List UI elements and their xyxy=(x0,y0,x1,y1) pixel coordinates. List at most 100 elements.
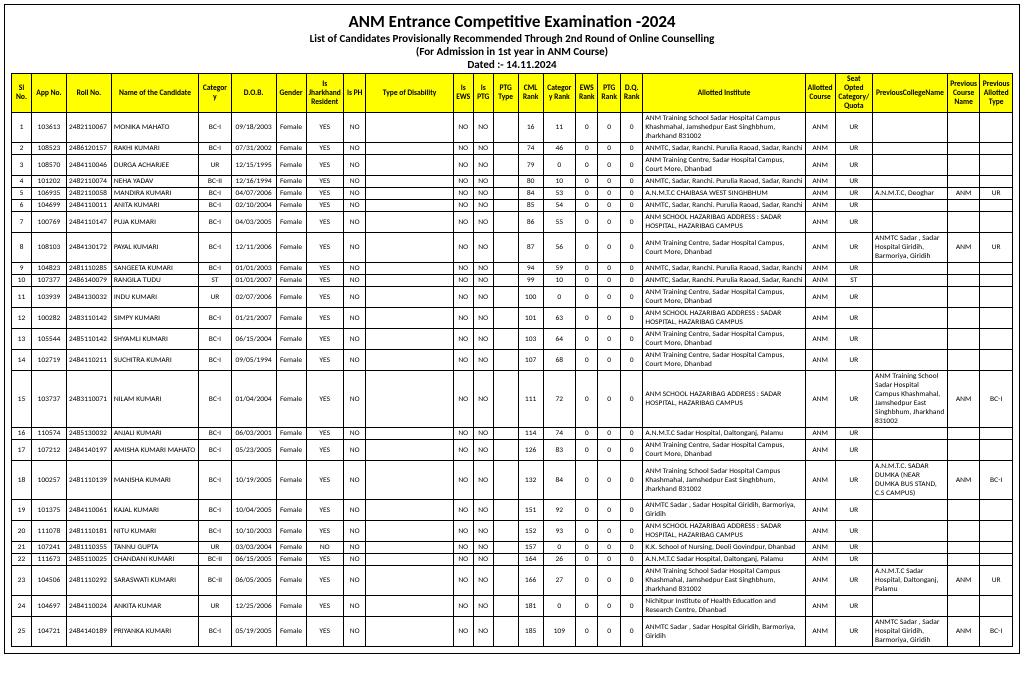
table-cell: ANM xyxy=(805,461,835,500)
table-cell xyxy=(493,113,518,143)
table-cell: 0 xyxy=(576,188,598,200)
table-cell: 2484110061 xyxy=(66,500,111,521)
table-cell: ANM xyxy=(805,212,835,233)
table-cell: 103939 xyxy=(31,287,66,308)
table-cell: NO xyxy=(453,500,473,521)
table-cell: 0 xyxy=(620,371,642,428)
table-cell: UR xyxy=(835,200,872,212)
table-cell: NO xyxy=(343,143,365,155)
table-header-cell: Is PTG xyxy=(473,74,493,113)
table-header-cell: Gender xyxy=(276,74,306,113)
table-cell xyxy=(873,350,948,371)
table-cell: A.N.M.T.C, Deoghar xyxy=(873,188,948,200)
table-cell: 152 xyxy=(518,521,543,542)
table-cell: 17 xyxy=(12,440,32,461)
table-cell: NO xyxy=(453,155,473,176)
table-cell: 0 xyxy=(598,461,620,500)
table-cell: 0 xyxy=(598,554,620,566)
table-cell: BC-I xyxy=(199,350,231,371)
table-row: 241046972484110024ANKITA KUMARUR12/25/20… xyxy=(12,596,1013,617)
table-cell: 05/19/2005 xyxy=(231,617,276,647)
table-cell xyxy=(366,440,453,461)
table-cell: TANNU GUPTA xyxy=(111,542,198,554)
table-cell: NO xyxy=(453,176,473,188)
table-cell: 11 xyxy=(12,287,32,308)
table-cell: 2481110292 xyxy=(66,566,111,596)
table-cell: 23 xyxy=(12,566,32,596)
table-header-cell: Is EWS xyxy=(453,74,473,113)
table-cell: INDU KUMARI xyxy=(111,287,198,308)
table-cell: 2484130172 xyxy=(66,233,111,263)
table-cell: 0 xyxy=(576,554,598,566)
page-title: ANM Entrance Competitive Examination -20… xyxy=(11,11,1013,32)
table-cell: 0 xyxy=(598,308,620,329)
table-cell: NO xyxy=(343,200,365,212)
table-row: 171072122484140197AMISHA KUMARI MAHATOBC… xyxy=(12,440,1013,461)
table-cell xyxy=(493,263,518,275)
table-cell: NO xyxy=(473,113,493,143)
table-cell: NO xyxy=(343,263,365,275)
table-cell: 01/04/2004 xyxy=(231,371,276,428)
table-cell: 99 xyxy=(518,275,543,287)
table-cell xyxy=(873,308,948,329)
table-cell: 04/07/2006 xyxy=(231,188,276,200)
table-cell: 108103 xyxy=(31,233,66,263)
table-cell: 0 xyxy=(598,566,620,596)
table-cell xyxy=(366,233,453,263)
table-cell: 110574 xyxy=(31,428,66,440)
table-header-cell: Is Jharkhand Resident xyxy=(306,74,343,113)
table-cell: 0 xyxy=(620,461,642,500)
table-cell: ANMTC Sadar , Sadar Hospital Giridih, Ba… xyxy=(873,617,948,647)
table-header-cell: Is PH xyxy=(343,74,365,113)
table-cell: 0 xyxy=(620,212,642,233)
table-cell: ANMTC, Sadar, Ranchi. Purulia Raoad, Sad… xyxy=(643,275,805,287)
table-cell: 126 xyxy=(518,440,543,461)
table-cell: NO xyxy=(473,617,493,647)
table-cell: NO xyxy=(473,143,493,155)
table-cell: 101202 xyxy=(31,176,66,188)
table-cell: Female xyxy=(276,308,306,329)
table-cell: 0 xyxy=(598,521,620,542)
table-cell: 0 xyxy=(576,212,598,233)
table-cell: 2485110142 xyxy=(66,329,111,350)
table-cell: UR xyxy=(835,113,872,143)
table-cell: 2485130032 xyxy=(66,428,111,440)
table-cell xyxy=(493,275,518,287)
table-cell: MANDIRA KUMARI xyxy=(111,188,198,200)
table-cell xyxy=(366,200,453,212)
table-cell: 0 xyxy=(620,143,642,155)
table-cell: 0 xyxy=(598,155,620,176)
table-cell: ANM Training School Sadar Hospital Campu… xyxy=(873,371,948,428)
table-cell: 105544 xyxy=(31,329,66,350)
table-cell: NO xyxy=(453,350,473,371)
table-cell: BC-I xyxy=(980,371,1013,428)
table-cell: ANM Training School Sadar Hospital Campu… xyxy=(643,461,805,500)
table-cell: 0 xyxy=(620,155,642,176)
table-cell: YES xyxy=(306,596,343,617)
table-cell: 84 xyxy=(518,188,543,200)
table-cell: NO xyxy=(453,308,473,329)
table-cell: YES xyxy=(306,521,343,542)
table-cell: UR xyxy=(835,461,872,500)
table-cell: UR xyxy=(980,188,1013,200)
table-cell: 94 xyxy=(518,263,543,275)
table-cell xyxy=(947,500,979,521)
table-cell: NO xyxy=(453,233,473,263)
table-cell: 0 xyxy=(576,521,598,542)
table-cell xyxy=(493,461,518,500)
table-cell: UR xyxy=(835,287,872,308)
table-cell: ANM xyxy=(805,176,835,188)
table-cell: 06/15/2005 xyxy=(231,554,276,566)
table-cell: 10/10/2003 xyxy=(231,521,276,542)
table-cell: 11 xyxy=(543,113,575,143)
table-cell: ANM xyxy=(805,521,835,542)
table-cell: 0 xyxy=(576,428,598,440)
table-cell: UR xyxy=(835,617,872,647)
table-cell: 0 xyxy=(576,440,598,461)
table-cell: 0 xyxy=(620,521,642,542)
table-cell: 8 xyxy=(12,233,32,263)
table-cell: K.K. School of Nursing, Deoli Govindpur,… xyxy=(643,542,805,554)
table-cell: 12 xyxy=(12,308,32,329)
table-cell: BC-II xyxy=(199,176,231,188)
table-cell: Female xyxy=(276,521,306,542)
